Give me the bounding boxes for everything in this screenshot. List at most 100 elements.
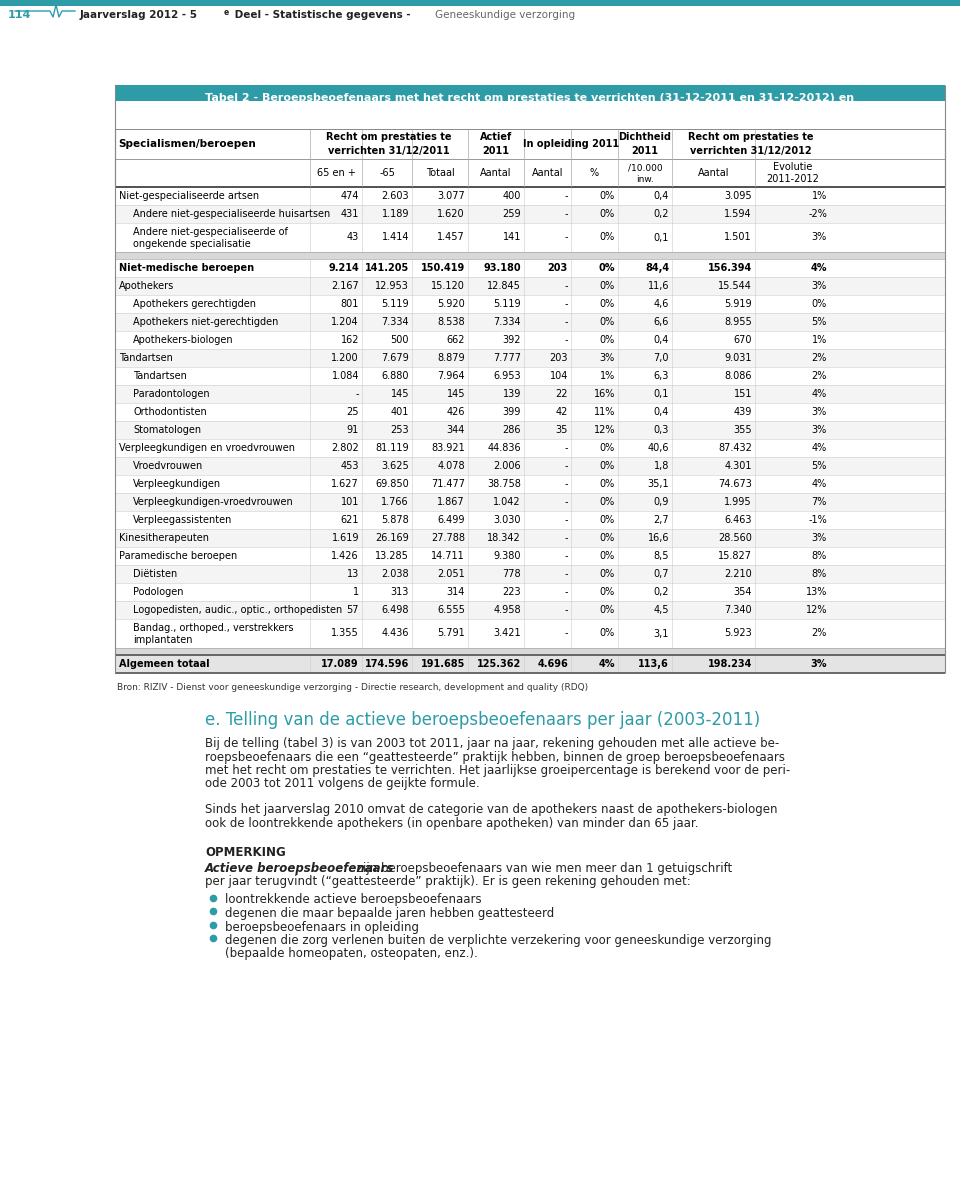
Text: Niet-medische beroepen: Niet-medische beroepen <box>119 263 254 273</box>
Text: Aantal: Aantal <box>698 168 730 178</box>
Text: 5%: 5% <box>811 461 827 470</box>
Text: 5.119: 5.119 <box>381 299 409 309</box>
Text: -2%: -2% <box>808 209 827 219</box>
Text: 114: 114 <box>8 10 32 20</box>
Text: verrichten 31/12/2012: verrichten 31/12/2012 <box>690 146 812 156</box>
Bar <box>115 619 945 647</box>
Text: 1: 1 <box>353 587 359 598</box>
Text: 65 en +: 65 en + <box>317 168 355 178</box>
Text: 4%: 4% <box>598 659 615 669</box>
Text: Deel - Statistische gegevens -: Deel - Statistische gegevens - <box>231 10 415 20</box>
Text: 474: 474 <box>341 191 359 201</box>
Text: 14.711: 14.711 <box>431 551 465 561</box>
Text: 6,3: 6,3 <box>654 371 669 381</box>
Text: -: - <box>564 443 568 453</box>
Text: 0%: 0% <box>600 191 615 201</box>
Text: OPMERKING: OPMERKING <box>205 846 286 859</box>
Text: 431: 431 <box>341 209 359 219</box>
Text: 0,2: 0,2 <box>654 209 669 219</box>
Text: -: - <box>564 587 568 598</box>
Text: Tandartsen: Tandartsen <box>119 353 173 364</box>
Text: Diëtisten: Diëtisten <box>133 569 178 579</box>
Bar <box>115 349 945 367</box>
Text: -: - <box>564 209 568 219</box>
Text: 203: 203 <box>549 353 568 364</box>
Text: 44.836: 44.836 <box>488 443 521 453</box>
Text: 1.200: 1.200 <box>331 353 359 364</box>
Text: Podologen: Podologen <box>133 587 183 598</box>
Text: -: - <box>564 299 568 309</box>
Text: 8,5: 8,5 <box>654 551 669 561</box>
Text: 1%: 1% <box>812 335 827 345</box>
Text: Specialismen/beroepen: Specialismen/beroepen <box>118 139 255 148</box>
Text: 16,6: 16,6 <box>647 533 669 543</box>
Text: 0%: 0% <box>600 299 615 309</box>
Text: 6,6: 6,6 <box>654 317 669 327</box>
Bar <box>115 565 945 583</box>
Text: -1%: -1% <box>808 516 827 525</box>
Text: 2.603: 2.603 <box>381 191 409 201</box>
Text: 6.498: 6.498 <box>381 605 409 615</box>
Text: 286: 286 <box>502 425 521 435</box>
Text: %: % <box>590 168 599 178</box>
Text: 8.955: 8.955 <box>724 317 752 327</box>
Text: 5.920: 5.920 <box>437 299 465 309</box>
Text: 0%: 0% <box>600 497 615 507</box>
Text: 1%: 1% <box>812 191 827 201</box>
Text: -: - <box>564 479 568 489</box>
Text: Kinesitherapeuten: Kinesitherapeuten <box>119 533 209 543</box>
Text: Apothekers-biologen: Apothekers-biologen <box>133 335 233 345</box>
Text: 3%: 3% <box>812 425 827 435</box>
Text: 84,4: 84,4 <box>645 263 669 273</box>
Text: degenen die maar bepaalde jaren hebben geattesteerd: degenen die maar bepaalde jaren hebben g… <box>225 906 554 920</box>
Text: 174.596: 174.596 <box>365 659 409 669</box>
Bar <box>115 647 945 655</box>
Text: 1.594: 1.594 <box>725 209 752 219</box>
Text: 3,1: 3,1 <box>654 628 669 638</box>
Text: -: - <box>564 497 568 507</box>
Bar <box>115 252 945 259</box>
Text: Actieve beroepsbeoefenaars: Actieve beroepsbeoefenaars <box>205 862 395 876</box>
Text: 7.679: 7.679 <box>381 353 409 364</box>
Text: 27.788: 27.788 <box>431 533 465 543</box>
Text: ode 2003 tot 2011 volgens de geijkte formule.: ode 2003 tot 2011 volgens de geijkte for… <box>205 777 480 790</box>
Text: 15.120: 15.120 <box>431 282 465 291</box>
Text: 4%: 4% <box>810 263 827 273</box>
Text: 26.169: 26.169 <box>375 533 409 543</box>
Text: 12.845: 12.845 <box>487 282 521 291</box>
Text: 3%: 3% <box>600 353 615 364</box>
Text: Totaal: Totaal <box>425 168 454 178</box>
Text: 4%: 4% <box>812 443 827 453</box>
Text: 81.119: 81.119 <box>375 443 409 453</box>
Text: 13: 13 <box>347 569 359 579</box>
Text: 1.867: 1.867 <box>438 497 465 507</box>
Text: 191.685: 191.685 <box>420 659 465 669</box>
Text: 150.419: 150.419 <box>420 263 465 273</box>
Text: 2.210: 2.210 <box>724 569 752 579</box>
Text: inw.: inw. <box>636 175 654 183</box>
Text: 12%: 12% <box>593 425 615 435</box>
Bar <box>115 206 945 223</box>
Text: degenen die zorg verlenen buiten de verplichte verzekering voor geneeskundige ve: degenen die zorg verlenen buiten de verp… <box>225 934 772 947</box>
Text: 0%: 0% <box>600 533 615 543</box>
Text: 0,2: 0,2 <box>654 587 669 598</box>
Text: -: - <box>564 233 568 242</box>
Bar <box>115 223 945 252</box>
Text: 1.620: 1.620 <box>438 209 465 219</box>
Text: 2%: 2% <box>811 371 827 381</box>
Text: 71.477: 71.477 <box>431 479 465 489</box>
Text: 5.119: 5.119 <box>493 299 521 309</box>
Text: Tabel 2 - Beroepsbeoefenaars met het recht om prestaties te verrichten (31-12-20: Tabel 2 - Beroepsbeoefenaars met het rec… <box>205 93 854 103</box>
Text: met het recht om prestaties te verrichten. Het jaarlijkse groeipercentage is ber: met het recht om prestaties te verrichte… <box>205 764 790 777</box>
Text: 0%: 0% <box>600 209 615 219</box>
Text: 35,1: 35,1 <box>647 479 669 489</box>
Text: 1.414: 1.414 <box>381 233 409 242</box>
Text: 0,4: 0,4 <box>654 335 669 345</box>
Text: 91: 91 <box>347 425 359 435</box>
Text: Andere niet-gespecialiseerde of: Andere niet-gespecialiseerde of <box>133 227 288 236</box>
Text: 0%: 0% <box>600 605 615 615</box>
Text: 7.340: 7.340 <box>725 605 752 615</box>
Text: Actief: Actief <box>480 132 512 143</box>
Text: 6.880: 6.880 <box>381 371 409 381</box>
Text: ongekende specialisatie: ongekende specialisatie <box>133 239 251 249</box>
